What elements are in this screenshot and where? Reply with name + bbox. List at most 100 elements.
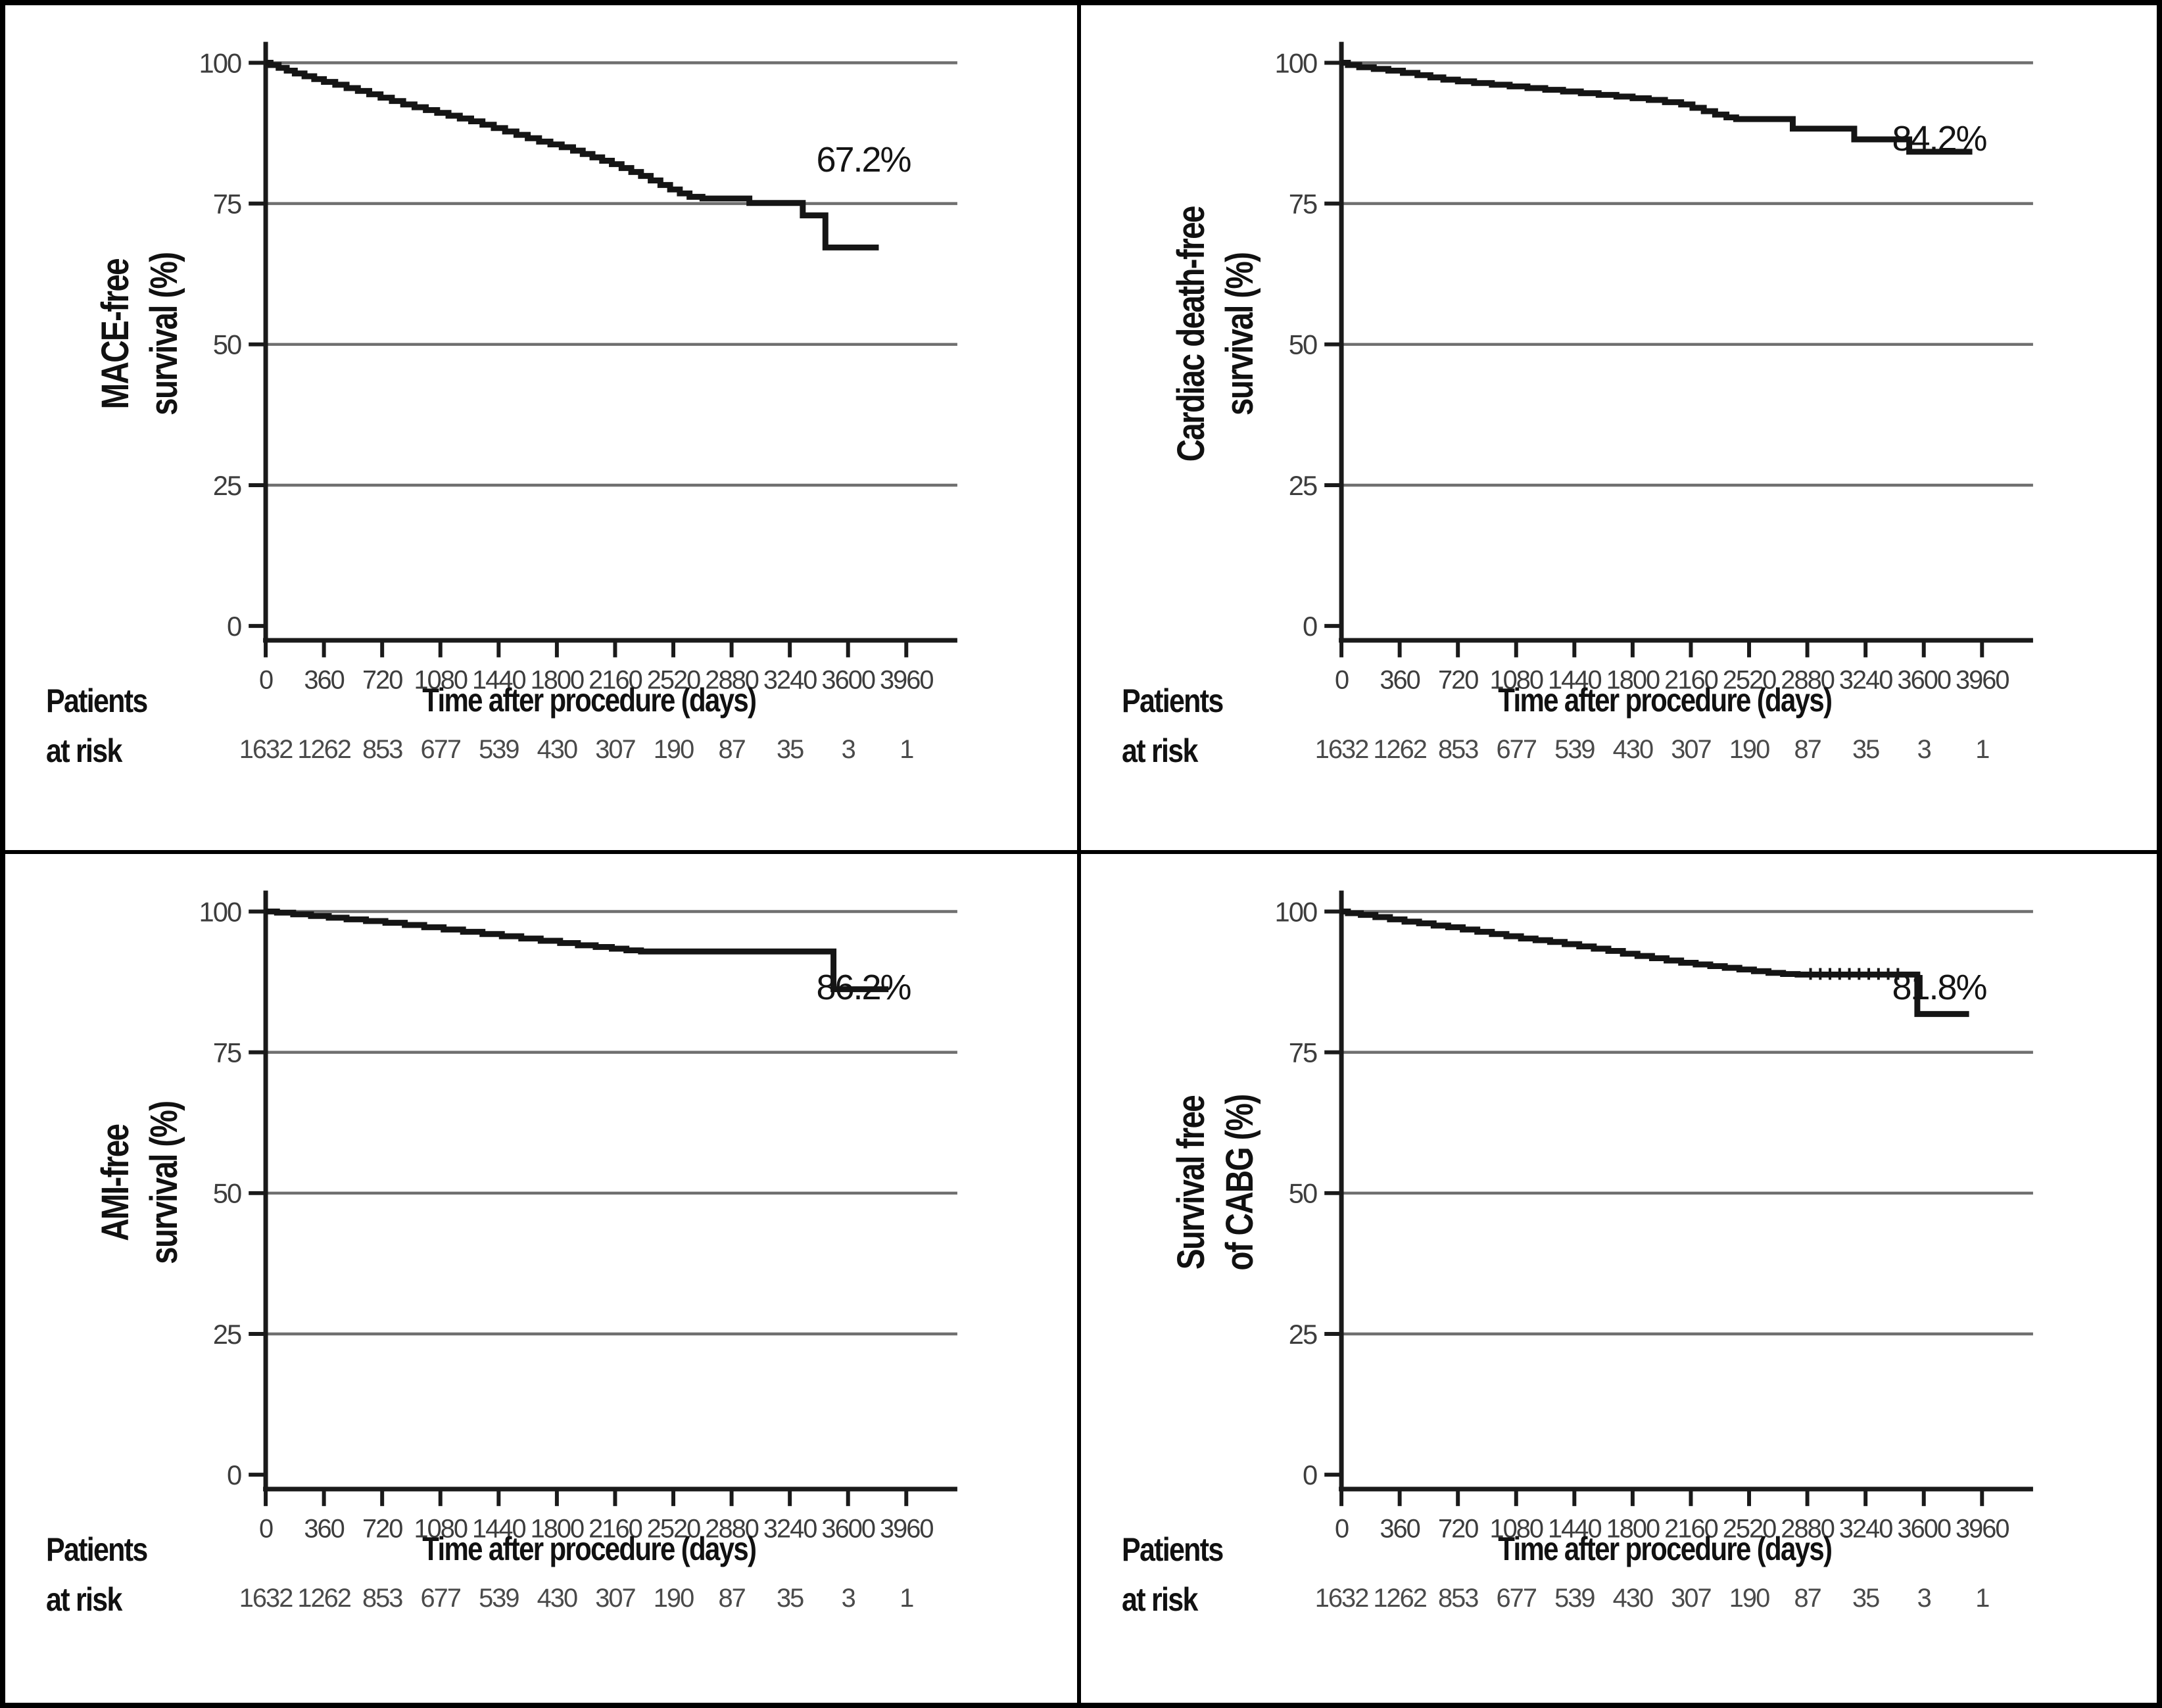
x-tick-label: 2160 — [1664, 666, 1718, 695]
y-axis-title: Cardiac death-free survival (%) — [1167, 84, 1264, 584]
patients-at-risk-value: 3 — [842, 735, 855, 764]
km-plot-cabg: 100 75 50 25 00 1632 360 1262 720 853 1080 677 1440 5… — [1275, 890, 2033, 1613]
x-tick-label: 2160 — [589, 666, 642, 695]
patients-at-risk-value: 539 — [479, 735, 519, 764]
patients-at-risk-value: 430 — [1613, 1584, 1653, 1613]
patients-at-risk-value: 190 — [1729, 735, 1769, 764]
patients-at-risk-value: 3 — [1917, 735, 1931, 764]
x-tick-label: 1080 — [1489, 666, 1543, 695]
y-tick-label: 0 — [1303, 1459, 1317, 1490]
x-tick-label: 720 — [362, 1515, 402, 1544]
y-axis-title: Survival free of CABG (%) — [1167, 933, 1264, 1433]
y-tick-label: 50 — [1289, 1178, 1317, 1209]
patients-at-risk-value: 87 — [718, 1584, 745, 1613]
patients-at-risk-value: 1 — [1975, 1584, 1989, 1613]
y-axis-title-line2: survival (%) — [143, 252, 185, 415]
y-tick-label: 0 — [1303, 611, 1317, 642]
y-tick-label: 100 — [1275, 896, 1318, 927]
patients-at-risk-label: Patients at risk — [46, 1531, 148, 1618]
panel-mace-free-survival: 100 75 50 25 0 0 1632 360 1262 720 853 1080 677 1440 5… — [5, 5, 1081, 854]
x-tick-label: 2520 — [647, 1515, 700, 1544]
x-tick-label: 2160 — [1664, 1515, 1718, 1544]
patients-at-risk-value: 853 — [362, 1584, 402, 1613]
patients-at-risk-value: 1632 — [1315, 1584, 1368, 1613]
x-axis-title: Time after procedure (days) — [422, 682, 757, 719]
patients-at-risk-value: 3 — [1917, 1584, 1931, 1613]
patients-at-risk-label: Patients at risk — [46, 682, 148, 769]
patients-at-risk-value: 677 — [421, 1584, 461, 1613]
survival-rate-annotation: 84.2% — [1892, 119, 1987, 158]
x-tick-label: 1800 — [531, 666, 584, 695]
patients-at-risk-value: 307 — [595, 735, 635, 764]
x-tick-label: 3600 — [1897, 1515, 1950, 1544]
x-tick-label: 2160 — [589, 1515, 642, 1544]
x-tick-label: 360 — [304, 666, 344, 695]
patients-at-risk-value: 1262 — [297, 1584, 350, 1613]
patients-at-risk-value: 1 — [900, 735, 913, 764]
patients-at-risk-value: 853 — [1438, 735, 1478, 764]
patients-at-risk-value: 1632 — [239, 1584, 293, 1613]
panel-ami-free-survival: 100 75 50 25 0 0 1632 360 1262 720 853 1080 677 1440 5… — [5, 854, 1081, 1703]
patients-at-risk-value: 853 — [362, 735, 402, 764]
y-tick-label: 25 — [213, 1319, 241, 1350]
y-axis-title-line1: MACE-free — [94, 258, 137, 410]
patients-at-risk-value: 539 — [1554, 1584, 1595, 1613]
x-tick-label: 3960 — [1956, 1515, 2009, 1544]
patients-at-risk-value: 430 — [537, 1584, 577, 1613]
y-tick-label: 0 — [227, 1459, 241, 1490]
x-axis-title: Time after procedure (days) — [422, 1530, 757, 1567]
patients-at-risk-value: 190 — [654, 735, 694, 764]
patients-at-risk-value: 1632 — [239, 735, 293, 764]
x-tick-label: 1800 — [1606, 1515, 1660, 1544]
survival-rate-annotation: 81.8% — [1892, 968, 1987, 1007]
patients-at-risk-value: 307 — [1671, 1584, 1711, 1613]
y-tick-label: 0 — [227, 611, 241, 642]
x-tick-label: 1800 — [1606, 666, 1660, 695]
km-plot-ami: 100 75 50 25 00 1632 360 1262 720 853 1080 677 1440 5… — [199, 890, 957, 1613]
patients-at-risk-value: 677 — [1497, 1584, 1537, 1613]
patients-at-risk-value: 35 — [1852, 1584, 1879, 1613]
x-tick-label: 360 — [304, 1515, 344, 1544]
x-tick-label: 720 — [362, 666, 402, 695]
patients-at-risk-value: 539 — [479, 1584, 519, 1613]
x-tick-label: 0 — [259, 666, 273, 695]
patients-at-risk-value: 853 — [1438, 1584, 1478, 1613]
x-tick-label: 1080 — [414, 1515, 467, 1544]
x-axis-title: Time after procedure (days) — [1498, 682, 1833, 719]
y-tick-label: 75 — [213, 189, 241, 220]
y-tick-label: 100 — [1275, 47, 1318, 78]
km-plot-cardiac-death: 100 75 50 25 00 1632 360 1262 720 853 1080 677 1440 5… — [1275, 41, 2033, 764]
x-tick-label: 3240 — [763, 1515, 817, 1544]
x-tick-label: 3600 — [821, 666, 875, 695]
y-axis-title-line1: Survival free — [1170, 1095, 1213, 1270]
patients-at-risk-value: 430 — [537, 735, 577, 764]
y-axis-title-line2: survival (%) — [143, 1101, 185, 1264]
survival-curve — [266, 908, 889, 993]
x-tick-label: 360 — [1380, 666, 1420, 695]
y-tick-label: 25 — [213, 470, 241, 501]
patients-at-risk-value: 307 — [595, 1584, 635, 1613]
panel-survival-free-of-cabg: 100 75 50 25 0 0 1632 360 1262 720 853 1080 677 1440 5… — [1081, 854, 2157, 1703]
patients-at-risk-value: 35 — [777, 735, 804, 764]
y-tick-label: 50 — [213, 1178, 241, 1209]
x-tick-label: 2880 — [1781, 666, 1834, 695]
y-tick-label: 75 — [213, 1037, 241, 1068]
x-tick-label: 2880 — [705, 666, 758, 695]
panel-cardiac-death-free-survival: 100 75 50 25 0 0 1632 360 1262 720 853 1080 677 1440 5… — [1081, 5, 2157, 854]
patients-at-risk-value: 35 — [1852, 735, 1879, 764]
x-tick-label: 3600 — [821, 1515, 875, 1544]
x-tick-label: 3240 — [763, 666, 817, 695]
y-axis-title: MACE-free survival (%) — [91, 84, 189, 584]
x-tick-label: 360 — [1380, 1515, 1420, 1544]
x-tick-label: 720 — [1438, 666, 1478, 695]
x-tick-label: 0 — [1335, 666, 1349, 695]
y-tick-label: 25 — [1289, 470, 1317, 501]
x-tick-label: 1440 — [1548, 666, 1601, 695]
patients-at-risk-value: 87 — [1794, 1584, 1821, 1613]
y-tick-label: 75 — [1289, 1037, 1317, 1068]
y-axis-title: AMI-free survival (%) — [91, 933, 189, 1433]
x-tick-label: 3600 — [1897, 666, 1950, 695]
patients-at-risk-value: 1262 — [1373, 1584, 1426, 1613]
x-tick-label: 2520 — [1723, 666, 1776, 695]
